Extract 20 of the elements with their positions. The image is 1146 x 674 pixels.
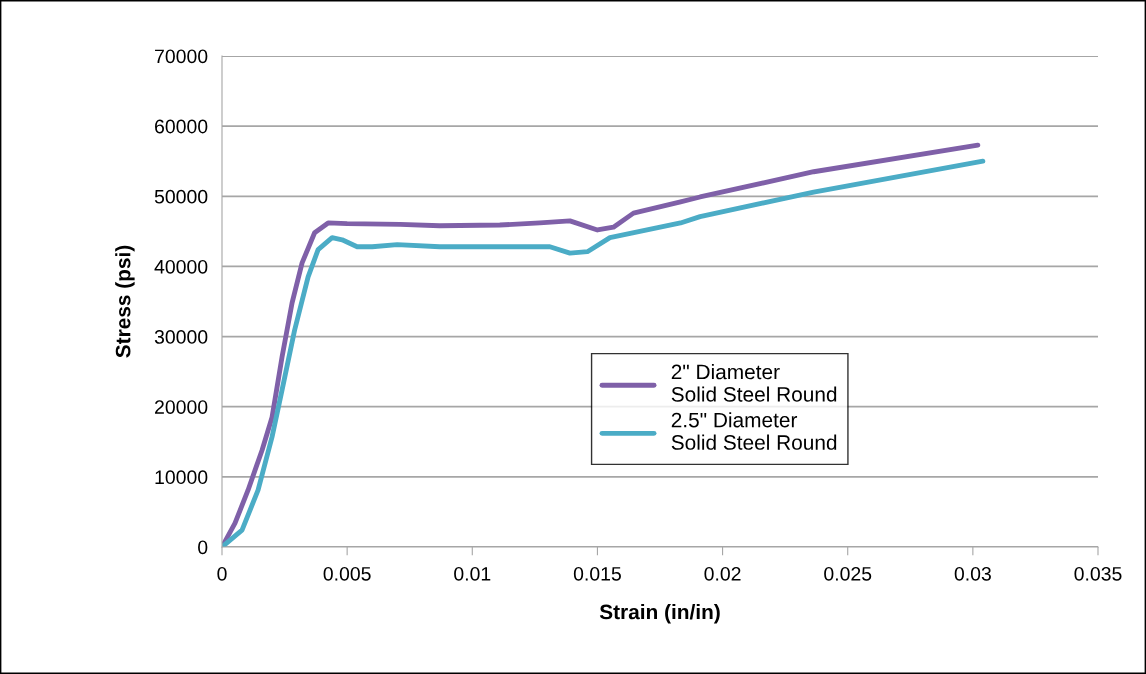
- x-tick-label: 0.035: [1074, 566, 1122, 581]
- y-tick-label: 60000: [155, 119, 208, 134]
- y-tick-label: 30000: [154, 330, 208, 344]
- x-tick-label: 0: [217, 566, 227, 581]
- y-axis-title: Stress (psi): [115, 245, 135, 358]
- x-tick-label: 0.025: [824, 566, 872, 581]
- x-axis-title: Strain (in/in): [599, 604, 720, 624]
- x-tick-label: 0.03: [954, 566, 991, 581]
- x-tick-label: 0.015: [573, 566, 621, 581]
- x-tick-label: 0.01: [454, 566, 491, 581]
- x-tick-label: 0.02: [704, 566, 741, 581]
- x-tick-label: 0.005: [323, 566, 371, 581]
- y-tick-label: 70000: [155, 49, 208, 64]
- y-tick-label: 40000: [154, 259, 208, 274]
- legend-label: 2" Diameter Solid Steel Round: [671, 364, 837, 402]
- y-tick-label: 10000: [155, 470, 208, 485]
- y-tick-label: 50000: [154, 189, 208, 204]
- y-tick-label: 0: [198, 540, 208, 555]
- legend-label: 2.5" Diameter Solid Steel Round: [671, 412, 837, 450]
- y-tick-label: 20000: [155, 400, 208, 414]
